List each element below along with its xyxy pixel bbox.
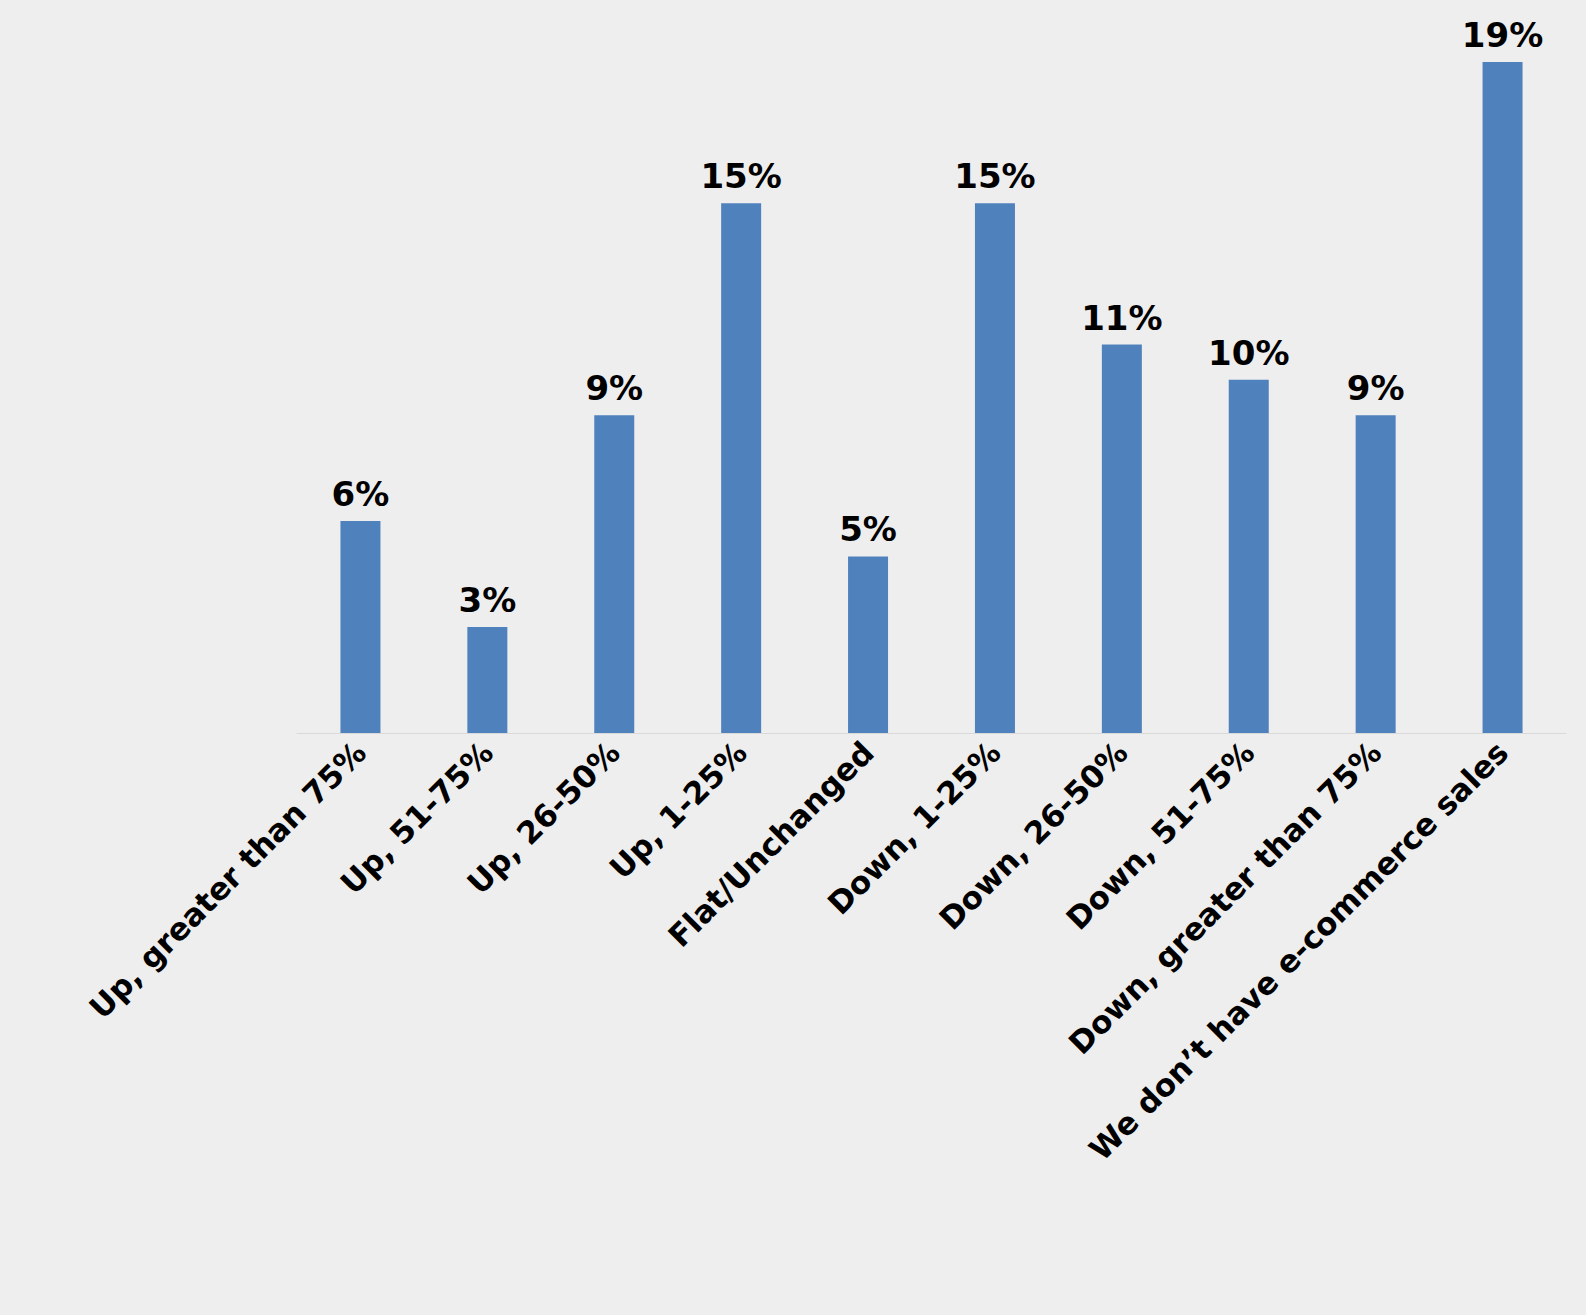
svg-text:15%: 15% <box>954 156 1035 196</box>
svg-text:Down, 26-50%: Down, 26-50% <box>932 734 1135 937</box>
svg-text:Flat/Unchanged: Flat/Unchanged <box>661 734 881 954</box>
svg-text:Down, 51-75%: Down, 51-75% <box>1059 734 1262 937</box>
svg-text:Down, 1-25%: Down, 1-25% <box>820 734 1008 922</box>
svg-text:15%: 15% <box>700 156 781 196</box>
svg-text:19%: 19% <box>1462 15 1543 55</box>
svg-text:11%: 11% <box>1081 298 1162 338</box>
svg-text:10%: 10% <box>1208 333 1289 373</box>
svg-text:6%: 6% <box>332 474 390 514</box>
svg-text:Up, 51-75%: Up, 51-75% <box>333 734 501 902</box>
svg-text:9%: 9% <box>585 368 643 408</box>
svg-text:We don’t have e-commerce sales: We don’t have e-commerce sales <box>1082 734 1515 1167</box>
svg-text:Up, greater than 75%: Up, greater than 75% <box>82 734 373 1025</box>
svg-text:Down, greater than 75%: Down, greater than 75% <box>1061 734 1389 1062</box>
svg-text:3%: 3% <box>458 580 516 620</box>
svg-text:Up, 26-50%: Up, 26-50% <box>460 734 627 901</box>
svg-text:Up, 1-25%: Up, 1-25% <box>602 734 754 886</box>
svg-text:9%: 9% <box>1347 368 1405 408</box>
svg-text:5%: 5% <box>839 509 897 549</box>
